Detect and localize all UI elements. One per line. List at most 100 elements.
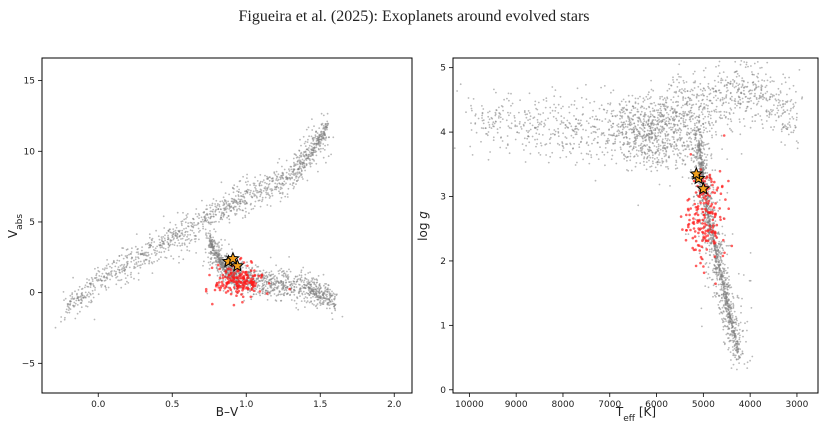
right-point [639,119,642,122]
right-point [646,152,649,155]
right-point [717,97,719,100]
right-point [524,121,526,124]
right-point [603,85,606,87]
left-point [217,208,220,210]
left-point [274,174,277,176]
left-point [273,286,276,289]
left-point [276,276,278,279]
right-point [565,156,568,158]
right-point [682,99,684,101]
left-point [126,248,129,251]
right-point [634,125,636,127]
right-point [565,125,568,128]
right-point [729,107,732,110]
right-point [656,163,659,166]
left-point [269,274,272,276]
left-point [211,262,214,264]
left-point [269,176,271,179]
left-point [207,221,210,224]
right-point [551,86,554,88]
left-point [231,275,234,279]
right-point [499,126,501,129]
left-point [174,241,177,244]
left-point [305,163,308,165]
right-point [648,130,651,132]
right-point [525,144,527,147]
right-point [660,109,663,112]
left-point [115,283,118,286]
right-point [726,76,729,78]
left-point [69,294,72,297]
left-point [246,276,249,280]
right-point [472,98,475,100]
left-point [270,188,273,190]
left-point [323,138,325,141]
right-point [679,131,682,134]
left-point [258,287,261,290]
left-point [273,283,275,286]
left-point [259,188,262,191]
right-point [654,119,657,121]
left-point [293,163,296,166]
left-point [116,259,119,262]
right-point [653,145,656,147]
left-point [284,279,287,281]
left-point [304,169,306,172]
right-point [575,125,578,128]
right-point [624,101,627,103]
left-point [289,270,292,273]
right-point [658,118,660,121]
right-point [676,147,678,150]
left-point [288,170,291,172]
left-point [72,304,74,307]
right-point [772,129,774,131]
right-point [770,126,772,129]
right-point [711,136,713,139]
left-point [209,217,212,220]
right-point [537,113,540,115]
left-point [307,138,309,141]
left-point [208,273,211,277]
right-point [653,109,656,111]
right-point [734,103,737,105]
left-point [327,124,329,126]
right-point [633,155,636,158]
left-point [210,246,213,249]
right-point [666,97,669,100]
right-point [691,93,694,96]
right-point [686,104,689,107]
right-point [674,101,677,103]
right-point [499,121,502,123]
left-point [69,303,72,306]
left-point [236,291,239,294]
right-point [593,100,596,103]
left-point [171,234,174,237]
left-point [341,315,344,318]
left-point [319,287,321,290]
right-point [728,323,731,325]
right-point [638,116,640,119]
right-point [603,134,606,137]
right-point [662,129,665,131]
left-point [193,234,196,237]
left-point [202,227,205,230]
left-point [311,142,314,145]
right-point [659,107,662,110]
right-point [481,117,483,119]
left-point [320,131,322,134]
right-point [549,142,551,145]
left-point [218,221,220,223]
left-point [324,293,326,295]
left-point [320,135,323,138]
right-point [648,139,651,142]
right-point [692,147,694,150]
left-point [305,159,308,162]
right-point [654,138,656,140]
left-point [232,202,234,205]
left-point [231,200,234,203]
right-point [734,356,736,359]
right-point [519,121,521,123]
right-point [567,126,569,129]
left-point [243,299,246,302]
left-point [172,228,175,231]
